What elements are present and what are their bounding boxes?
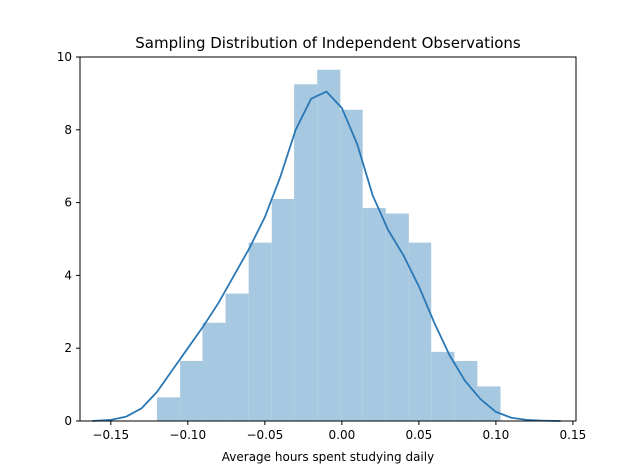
x-axis-label: Average hours spent studying daily — [222, 450, 434, 464]
histogram-bars — [157, 69, 501, 422]
histogram-bar-0 — [157, 397, 181, 421]
x-tick-label-1: −0.10 — [169, 428, 206, 442]
histogram-bar-10 — [385, 213, 409, 421]
kde-curve — [92, 90, 561, 422]
histogram-bar-2 — [202, 322, 226, 421]
histogram-bar-4 — [248, 242, 272, 421]
histogram-bar-1 — [180, 360, 203, 421]
chart-title: Sampling Distribution of Independent Obs… — [135, 34, 521, 52]
histogram-bar-5 — [271, 198, 295, 421]
x-tick-label-4: 0.05 — [406, 428, 433, 442]
y-tick-label-2: 4 — [64, 268, 72, 282]
plot-frame — [79, 56, 577, 422]
histogram-bar-3 — [225, 293, 249, 421]
x-tick-label-3: 0.00 — [329, 428, 356, 442]
y-tick-label-4: 8 — [64, 123, 72, 137]
histogram-bar-14 — [477, 386, 501, 421]
y-tick-label-5: 10 — [57, 50, 72, 64]
histogram-bar-9 — [362, 208, 386, 421]
y-tick-label-0: 0 — [64, 414, 72, 428]
histogram-bar-13 — [454, 360, 478, 421]
y-tick-label-3: 6 — [64, 196, 72, 210]
x-tick-label-5: 0.10 — [483, 428, 510, 442]
histogram-bar-6 — [294, 84, 318, 422]
histogram-bar-8 — [340, 109, 363, 421]
histogram-bar-7 — [317, 69, 341, 422]
axes: −0.15 −0.10 −0.05 0.00 0.05 0.10 0.15 0 2 4 6 8 10 — [57, 50, 587, 442]
x-tick-label-0: −0.15 — [92, 428, 129, 442]
x-tick-label-2: −0.05 — [246, 428, 283, 442]
histogram-bar-11 — [408, 242, 432, 421]
x-tick-label-6: 0.15 — [560, 428, 587, 442]
y-tick-label-1: 2 — [64, 341, 72, 355]
histogram-bar-12 — [431, 351, 455, 421]
